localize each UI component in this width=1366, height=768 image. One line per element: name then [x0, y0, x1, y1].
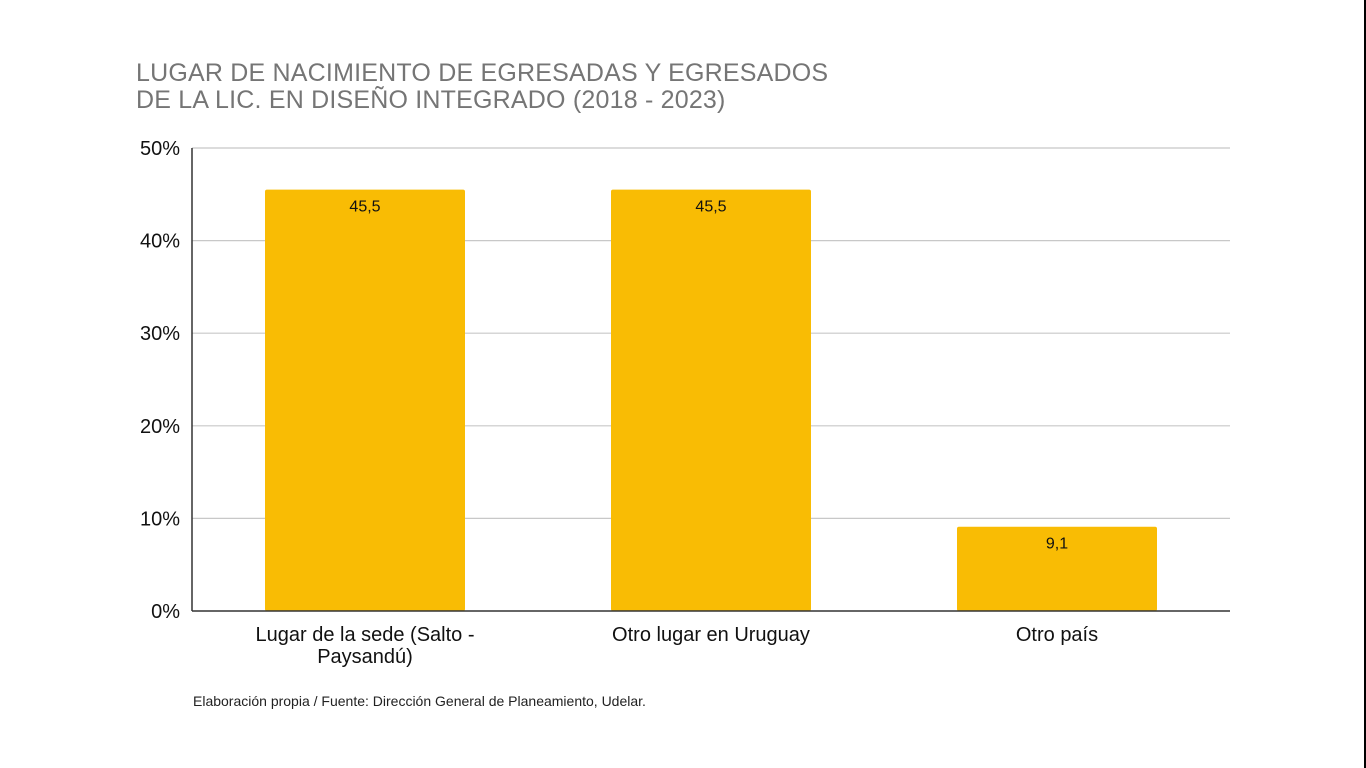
- data-label: 9,1: [1046, 536, 1068, 553]
- page-edge-divider: [1364, 0, 1366, 768]
- bar: [611, 189, 811, 612]
- data-label: 45,5: [349, 199, 380, 216]
- y-tick-label: 40%: [140, 231, 180, 253]
- x-category-label-line: Otro lugar en Uruguay: [612, 624, 810, 646]
- bar: [265, 189, 465, 612]
- y-tick-label: 10%: [140, 508, 180, 530]
- data-label: 45,5: [695, 199, 726, 216]
- x-category-label-line: Lugar de la sede (Salto -: [255, 624, 474, 646]
- x-category-label-line: Otro país: [1016, 624, 1098, 646]
- chart-title-line-1: LUGAR DE NACIMIENTO DE EGRESADAS Y EGRES…: [136, 59, 829, 87]
- x-category-label: Lugar de la sede (Salto -Paysandú): [255, 624, 474, 668]
- y-tick-label: 20%: [140, 416, 180, 438]
- x-category-label: Otro país: [1016, 624, 1098, 646]
- y-tick-label: 30%: [140, 323, 180, 345]
- source-note: Elaboración propia / Fuente: Dirección G…: [193, 693, 646, 709]
- bar-chart: 0% 10% 20% 30% 40% 50% 45,5 Lugar de la sede (S…: [140, 138, 1230, 668]
- y-tick-label: 50%: [140, 138, 180, 160]
- y-tick-label: 0%: [151, 601, 180, 623]
- x-category-label-line: Paysandú): [317, 646, 413, 668]
- bar: [957, 526, 1157, 611]
- chart-title: LUGAR DE NACIMIENTO DE EGRESADAS Y EGRES…: [136, 60, 828, 114]
- chart-title-line-2: DE LA LIC. EN DISEÑO INTEGRADO (2018 - 2…: [136, 86, 726, 114]
- x-category-label: Otro lugar en Uruguay: [612, 624, 810, 646]
